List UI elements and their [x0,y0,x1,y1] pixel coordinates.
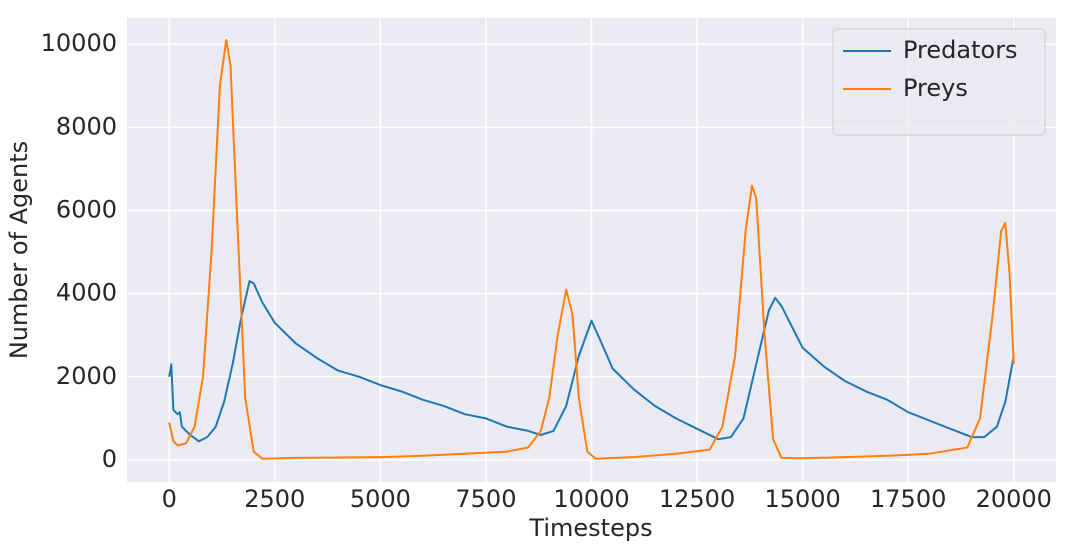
x-tick-label: 17500 [870,485,946,513]
y-tick-label: 6000 [56,196,117,224]
legend-label: Predators [903,36,1018,64]
x-tick-label: 0 [162,485,177,513]
y-tick-label: 2000 [56,362,117,390]
x-tick-label: 12500 [659,485,735,513]
y-tick-label: 0 [102,445,117,473]
y-tick-label: 4000 [56,279,117,307]
y-tick-label: 8000 [56,112,117,140]
x-tick-label: 10000 [553,485,629,513]
x-tick-label: 15000 [764,485,840,513]
x-axis-label: Timesteps [528,514,652,542]
x-tick-label: 7500 [455,485,516,513]
x-tick-label: 20000 [976,485,1052,513]
y-axis-label: Number of Agents [5,141,33,359]
x-tick-label: 5000 [350,485,411,513]
x-tick-label: 2500 [244,485,305,513]
y-tick-label: 10000 [41,29,117,57]
series-line [168,39,1015,460]
series-line [168,280,1015,443]
legend-label: Preys [903,74,968,102]
legend-box [832,28,1046,136]
